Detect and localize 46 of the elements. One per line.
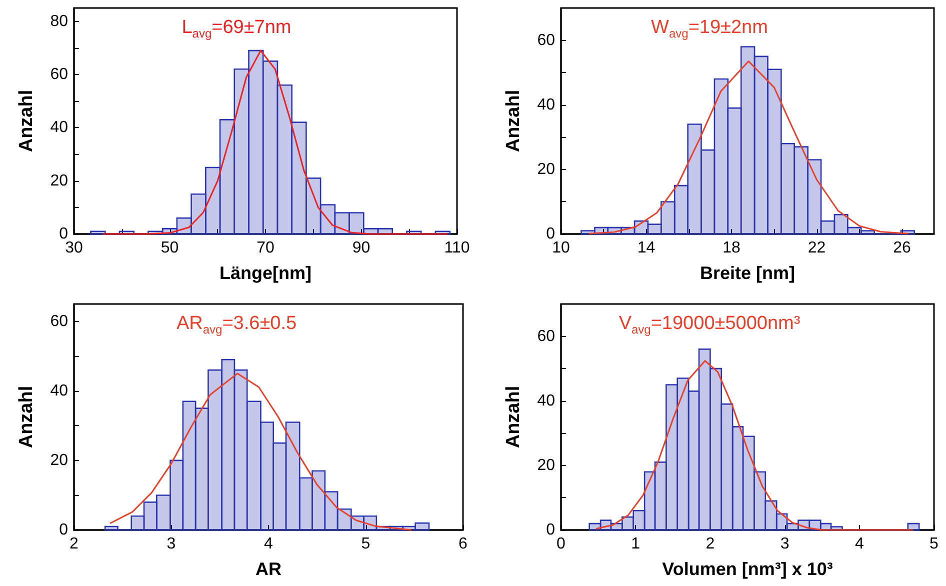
x-tick-label: 2 (706, 536, 715, 552)
y-tick-label: 40 (50, 119, 68, 136)
x-tick-label: 5 (930, 536, 939, 552)
x-tick-label: 18 (722, 240, 741, 256)
y-tick-label: 0 (59, 522, 68, 538)
y-tick-label: 0 (546, 226, 556, 242)
x-tick-label: 14 (637, 240, 656, 256)
y-tick-label: 40 (537, 96, 556, 114)
x-tick-label: 50 (160, 240, 179, 256)
x-tick-label: 90 (352, 240, 370, 256)
y-axis-title: Anzahl (16, 90, 37, 152)
y-tick-label: 60 (50, 66, 68, 83)
y-tick-label: 60 (50, 312, 68, 330)
x-tick-label: 2 (70, 536, 79, 552)
y-tick-label: 20 (537, 160, 556, 178)
x-axis-title: Volumen [nm³] x 10³ (662, 559, 833, 579)
x-axis-title: AR (256, 559, 282, 579)
x-tick-label: 110 (444, 240, 470, 256)
x-tick-label: 30 (65, 240, 83, 256)
x-tick-label: 6 (458, 536, 468, 552)
y-axis-title: Anzahl (16, 386, 37, 448)
y-tick-label: 40 (50, 382, 68, 400)
x-tick-label: 22 (808, 240, 826, 256)
x-tick-label: 1 (631, 536, 640, 552)
x-tick-label: 4 (854, 536, 864, 552)
y-tick-label: 60 (537, 32, 556, 49)
x-tick-label: 3 (166, 536, 176, 552)
y-tick-label: 20 (537, 456, 556, 474)
x-tick-label: 10 (552, 240, 570, 256)
y-tick-label: 80 (50, 12, 68, 30)
x-axis-title: Breite [nm] (700, 263, 796, 283)
x-tick-label: 26 (893, 240, 912, 256)
x-tick-label: 3 (780, 536, 790, 552)
y-tick-label: 0 (59, 226, 68, 242)
y-tick-label: 60 (537, 328, 556, 345)
x-tick-label: 5 (361, 536, 370, 552)
y-tick-label: 20 (50, 452, 68, 469)
y-tick-label: 40 (537, 392, 556, 410)
y-tick-label: 0 (546, 522, 556, 538)
x-tick-label: 4 (264, 536, 274, 552)
x-axis-title: Länge[nm] (220, 263, 312, 283)
y-axis-title: Anzahl (503, 90, 524, 152)
y-axis-title: Anzahl (503, 386, 524, 448)
x-tick-label: 0 (556, 536, 566, 552)
y-tick-label: 20 (50, 172, 68, 190)
x-tick-label: 70 (256, 240, 274, 256)
